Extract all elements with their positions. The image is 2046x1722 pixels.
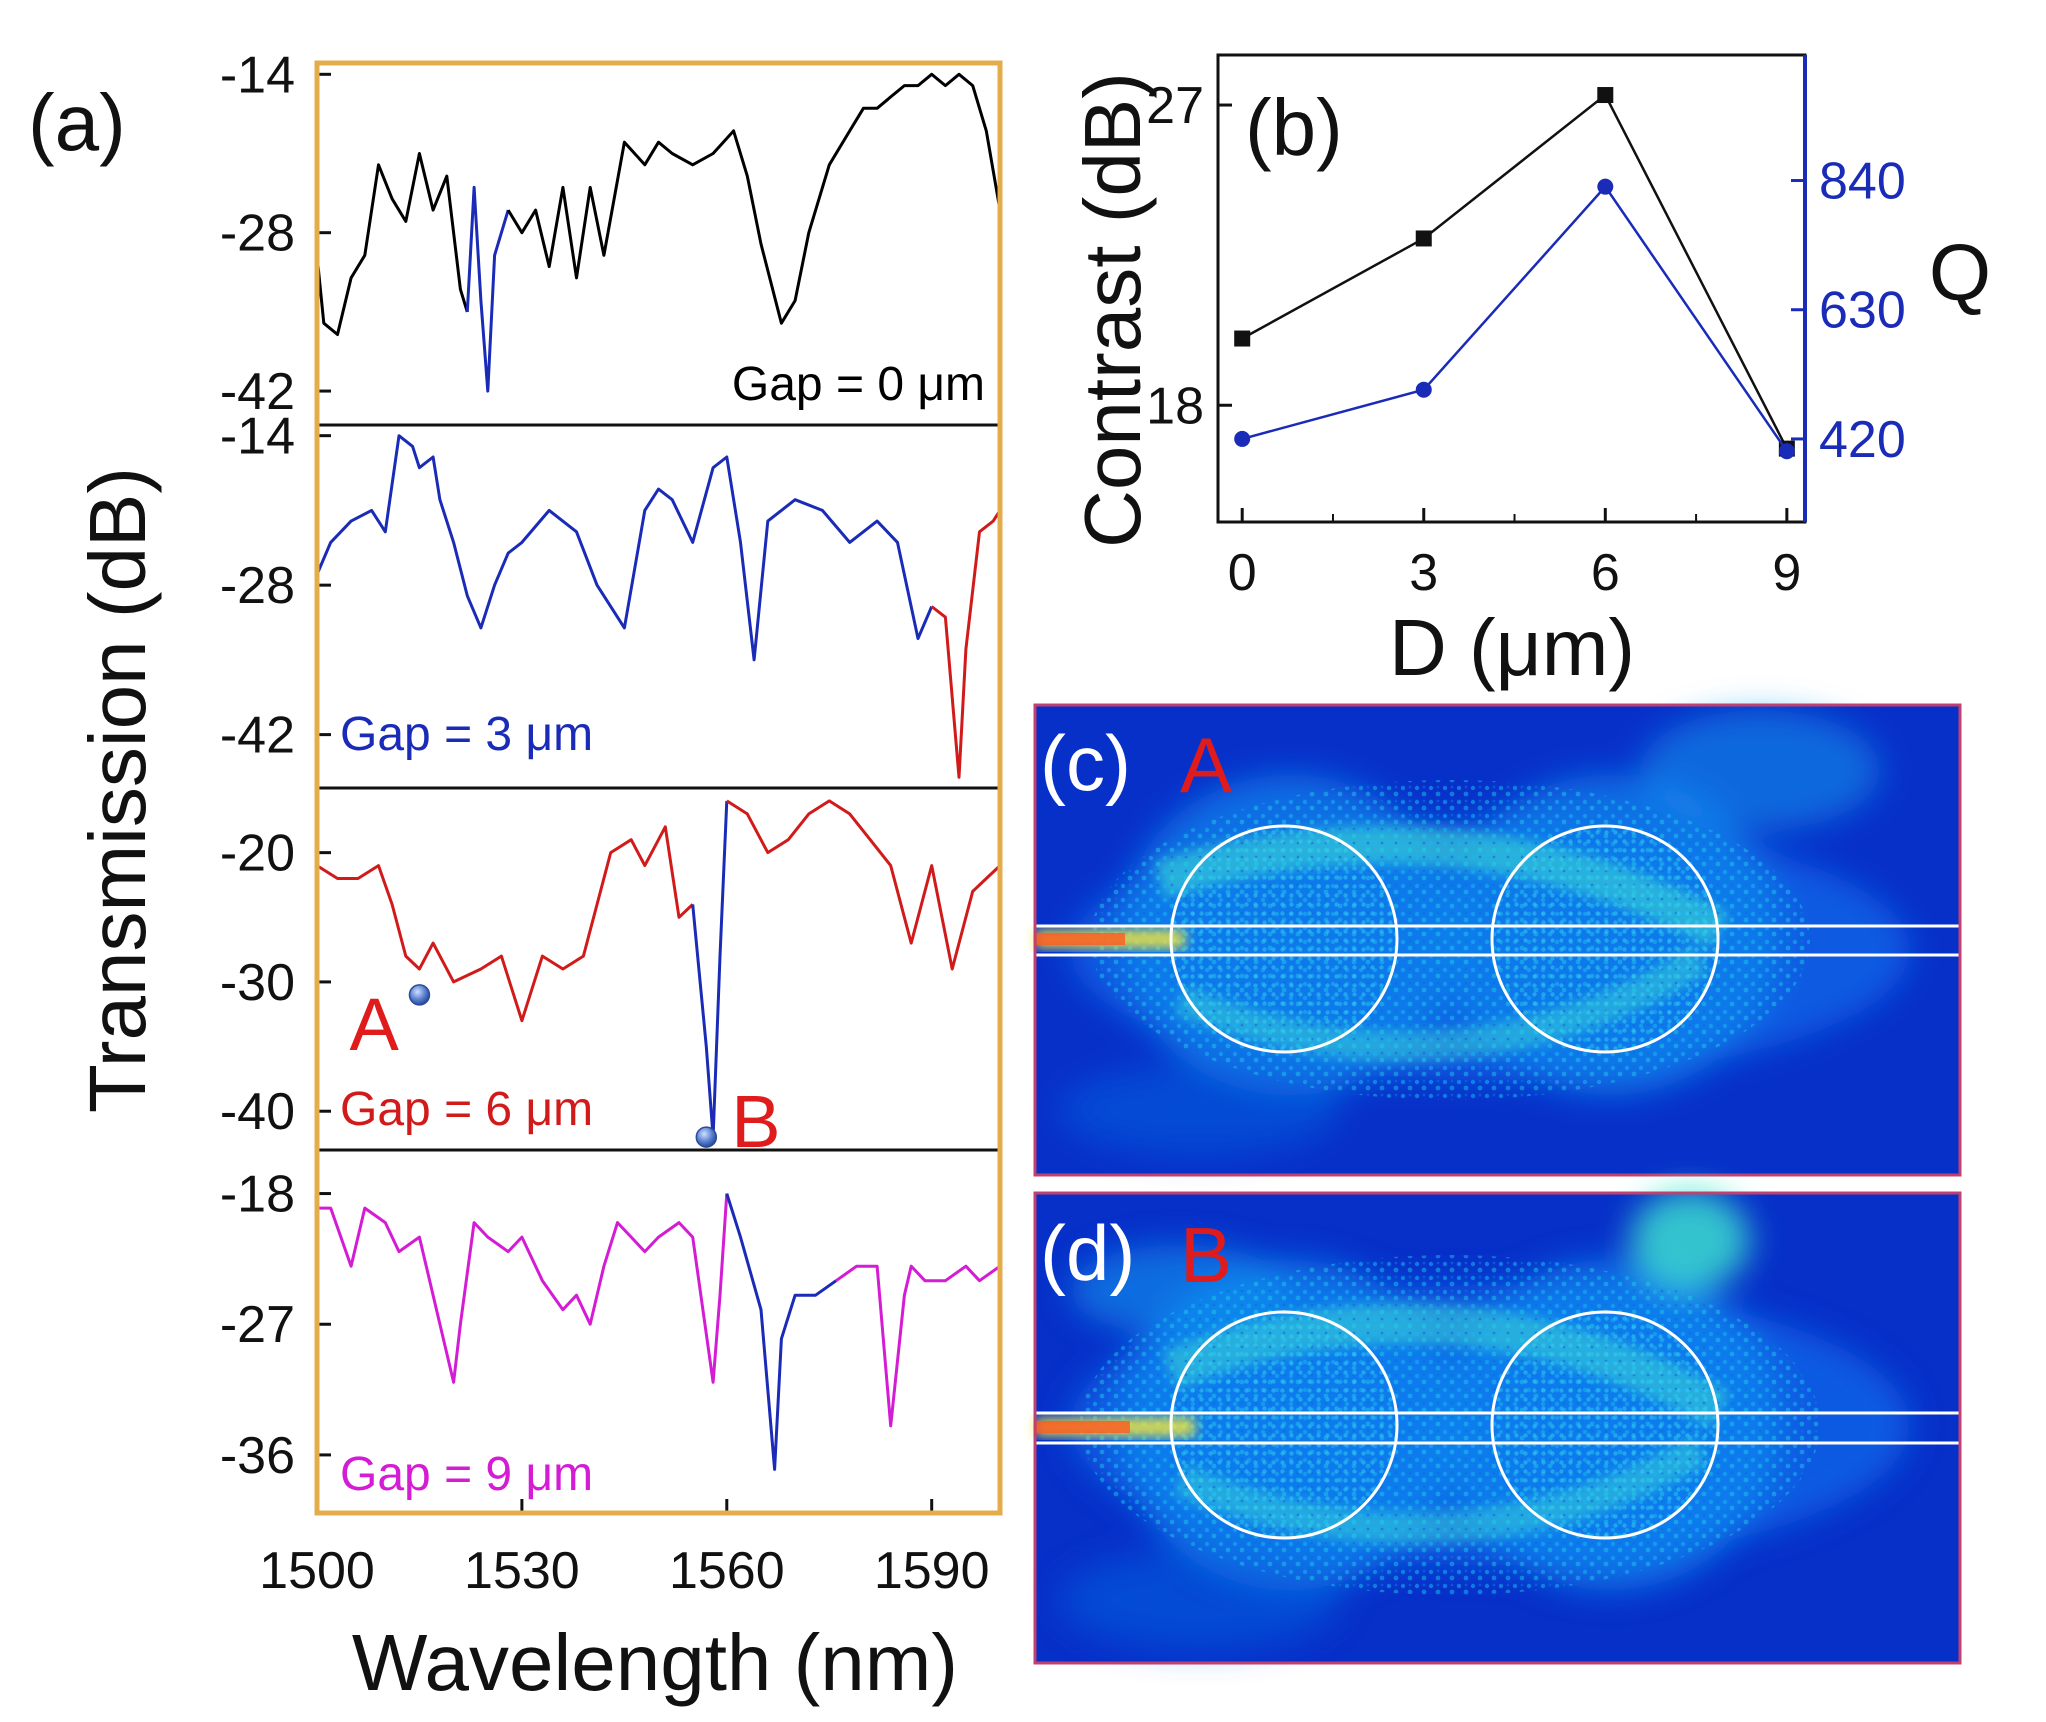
panel-b-label: (b) [1245, 83, 1343, 172]
panel-b-x-tick-label: 9 [1772, 544, 1801, 602]
panel-a-y-tick-label: -14 [220, 46, 295, 104]
panel-b-x-axis-label: D (μm) [1389, 603, 1635, 692]
panel-b-q-line [1241, 184, 1788, 452]
panel-a-marker-A [408, 984, 431, 1006]
panel-a-spectrum-line [930, 509, 1002, 779]
panel-a-x-tick-label: 1500 [259, 1542, 375, 1600]
panel-d-marker-label: B [1180, 1211, 1232, 1299]
panel-a-y-tick-label: -42 [220, 363, 295, 421]
panel-a-y-tick-label: -40 [220, 1083, 295, 1141]
panel-a-spectrum-line [725, 1193, 837, 1471]
panel-b-right-tick-label: 840 [1819, 153, 1906, 211]
panel-b-right-axis-label: Q [1929, 228, 1991, 317]
panel-b-contrast-point [1234, 330, 1251, 347]
panel-b-q-point [1597, 178, 1614, 195]
panel-c-resonator-left [1169, 824, 1399, 1054]
panel-a-spectrum-line [317, 1193, 729, 1384]
panel-a-x-tick-label: 1560 [669, 1542, 785, 1600]
panel-b-right-tick-label: 420 [1819, 411, 1906, 469]
panel-d-resonator-right [1490, 1310, 1720, 1540]
panel-a-y-tick-label: -42 [220, 707, 295, 765]
panel-a-x-tick-label: 1590 [874, 1542, 990, 1600]
panel-c-marker-label: A [1180, 721, 1232, 809]
panel-a-marker-B [695, 1126, 718, 1148]
panel-a-y-tick-label: -30 [220, 954, 295, 1012]
panel-a-y-axis-label: Transmission (dB) [73, 467, 162, 1113]
panel-a-label: (a) [28, 78, 126, 167]
panel-a-y-tick-label: -20 [220, 825, 295, 883]
panel-c-ring-pattern-right [1492, 826, 1718, 1052]
panel-b-x-tick-label: 0 [1228, 544, 1257, 602]
panel-a-frame [314, 60, 1003, 1516]
panel-a-marker-label-A: A [349, 983, 399, 1066]
panel-b-left-axis-label: Contrast (dB) [1068, 72, 1157, 548]
panel-b-left-tick-label: 18 [1146, 377, 1204, 435]
panel-a-spectrum-line [506, 72, 1002, 325]
panel-d-ring-pattern-left [1171, 1312, 1397, 1538]
panel-c-label: (c) [1040, 719, 1131, 807]
panel-b: (b) Contrast (dB) Q D (μm) 0 3 6 9 18 27 420 63… [1068, 53, 1991, 692]
panel-a-x-axis-label: Wavelength (nm) [352, 1618, 958, 1707]
panel-d-resonator-left [1169, 1310, 1399, 1540]
panel-a-spectrum-line [725, 799, 1002, 971]
panel-b-right-tick-label: 630 [1819, 282, 1906, 340]
panel-a-y-tick-label: -14 [220, 408, 295, 466]
panel-b-q-point [1778, 443, 1795, 460]
panel-d-ring-pattern-right [1492, 1312, 1718, 1538]
panel-c-input-hotspot [1035, 933, 1125, 945]
panel-a-spectrum-line [315, 434, 934, 662]
panel-c-resonator-right [1490, 824, 1720, 1054]
panel-c-ring-pattern-left [1171, 826, 1397, 1052]
panel-c-field-map: (c) A [1033, 703, 1962, 1177]
panel-a-y-tick-label: -27 [220, 1296, 295, 1354]
panel-b-x-tick-label: 3 [1409, 544, 1438, 602]
panel-a-y-tick-label: -28 [220, 205, 295, 263]
panel-a-gap-label: Gap = 6 μm [340, 1083, 593, 1136]
panel-a-spectrum-line [465, 185, 510, 393]
panel-a-y-tick-label: -18 [220, 1166, 295, 1224]
panel-a-spectrum-line [316, 825, 694, 1023]
panel-a-subplot-0: -14 -28 -42 Gap = 0 μm [220, 46, 1002, 421]
panel-b-contrast-point [1415, 230, 1432, 247]
panel-b-x-tick-label: 6 [1591, 544, 1620, 602]
panel-d-label: (d) [1040, 1209, 1135, 1297]
panel-a-gap-label: Gap = 3 μm [340, 708, 593, 761]
panel-a-subplot-1: -14 -28 -42 Gap = 3 μm [220, 408, 1002, 779]
panel-d-input-hotspot [1035, 1421, 1130, 1433]
panel-c-frame [1033, 703, 1962, 1177]
panel-a-spectrum-line [315, 152, 469, 336]
panel-d-field-map: (d) B [1033, 1190, 1962, 1665]
panel-b-q-point [1415, 381, 1432, 398]
panel-a-spectrum-line [835, 1264, 1001, 1428]
panel-a: (a) Transmission (dB) Wavelength (nm) -1… [28, 46, 1003, 1707]
panel-a-subplot-3: -18 -27 -36 Gap = 9 μm [220, 1148, 1001, 1501]
panel-a-x-tick-label: 1530 [464, 1542, 580, 1600]
panel-b-left-tick-label: 27 [1146, 77, 1204, 135]
panel-d-frame [1033, 1191, 1962, 1665]
panel-a-y-tick-label: -28 [220, 557, 295, 615]
panel-b-contrast-line [1241, 93, 1788, 450]
panel-a-spectrum-line [691, 800, 729, 1139]
panel-b-q-point [1234, 430, 1251, 447]
panel-a-gap-label: Gap = 0 μm [732, 358, 985, 411]
panel-a-y-tick-label: -36 [220, 1427, 295, 1485]
panel-b-contrast-point [1597, 87, 1614, 104]
panel-a-gap-label: Gap = 9 μm [340, 1448, 593, 1501]
